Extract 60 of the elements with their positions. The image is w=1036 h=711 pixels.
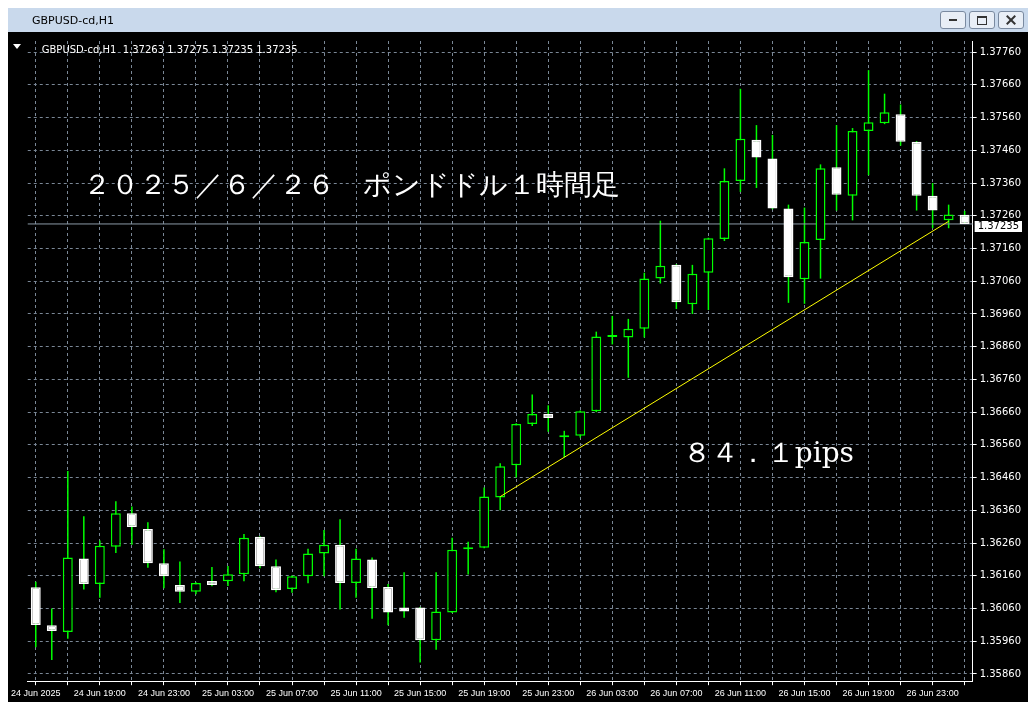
candlestick [927,182,938,229]
y-tick-label: 1.37060 [979,274,1022,286]
x-tick-label: 25 Jun 15:00 [394,688,447,699]
y-tick-label: 1.36760 [979,373,1022,385]
y-tick-label: 1.36660 [979,405,1022,417]
candlestick [607,315,618,346]
x-tick-label: 24 Jun 2025 [11,688,61,699]
candlestick [78,515,89,591]
candlestick [399,571,410,619]
y-tick-label: 1.36260 [979,536,1022,548]
y-tick-label: 1.37460 [979,143,1022,155]
y-tick-label: 1.36560 [979,438,1022,450]
candlestick [126,505,137,546]
y-tick-label: 1.36860 [979,340,1022,352]
candlestick [158,548,169,589]
annotation: ８４．１pips [682,436,854,470]
y-tick-label: 1.37560 [979,111,1022,123]
y-tick-label: 1.37360 [979,176,1022,188]
x-tick-label: 24 Jun 23:00 [137,688,190,699]
x-tick-label: 26 Jun 11:00 [714,688,767,699]
x-tick-label: 25 Jun 03:00 [201,688,254,699]
candlestick [383,583,394,626]
y-tick-label: 1.35860 [979,667,1022,679]
y-tick-label: 1.37660 [979,78,1022,90]
y-tick-label: 1.36960 [979,307,1022,319]
y-tick-label: 1.37760 [979,45,1022,57]
candlestick [174,560,185,604]
y-tick-label: 1.36160 [979,569,1022,581]
chart-title: GBPUSD-cd,H1 [32,13,114,27]
x-tick-label: 25 Jun 11:00 [330,688,382,699]
candlestick [943,203,954,229]
annotation: ２０２５／６／２６ ポンドドル１時間足 [82,168,620,202]
x-tick-label: 25 Jun 07:00 [265,688,319,699]
candlestick [623,318,634,379]
x-tick-label: 26 Jun 15:00 [778,688,831,699]
x-tick-label: 25 Jun 19:00 [458,688,511,699]
y-tick-label: 1.36360 [979,503,1022,515]
candlestick [863,69,874,176]
candlestick [543,404,554,433]
chart-subtitle: GBPUSD-cd,H1 1.37263 1.37275 1.37235 1.37235 [41,43,298,55]
candlestick [575,409,586,439]
x-tick-label: 25 Jun 23:00 [522,688,575,699]
candlestick [655,219,666,285]
x-tick-label: 26 Jun 19:00 [842,688,895,699]
candlestick [222,565,233,587]
y-tick-label: 1.35960 [979,634,1022,646]
y-tick-label: 1.37160 [979,242,1022,254]
ref-line-label: 1.37235 [977,220,1020,232]
candlestick [751,124,762,189]
y-tick-label: 1.37260 [979,209,1022,221]
x-tick-label: 26 Jun 07:00 [650,688,703,699]
candlestick [46,607,57,661]
x-tick-label: 24 Jun 19:00 [73,688,126,699]
candlestick [879,92,890,125]
y-tick-label: 1.36460 [979,471,1022,483]
candlestick [319,529,330,577]
x-tick-label: 26 Jun 03:00 [586,688,639,699]
candlestick [351,547,362,599]
y-tick-label: 1.36060 [979,602,1022,614]
x-tick-label: 26 Jun 23:00 [906,688,959,699]
